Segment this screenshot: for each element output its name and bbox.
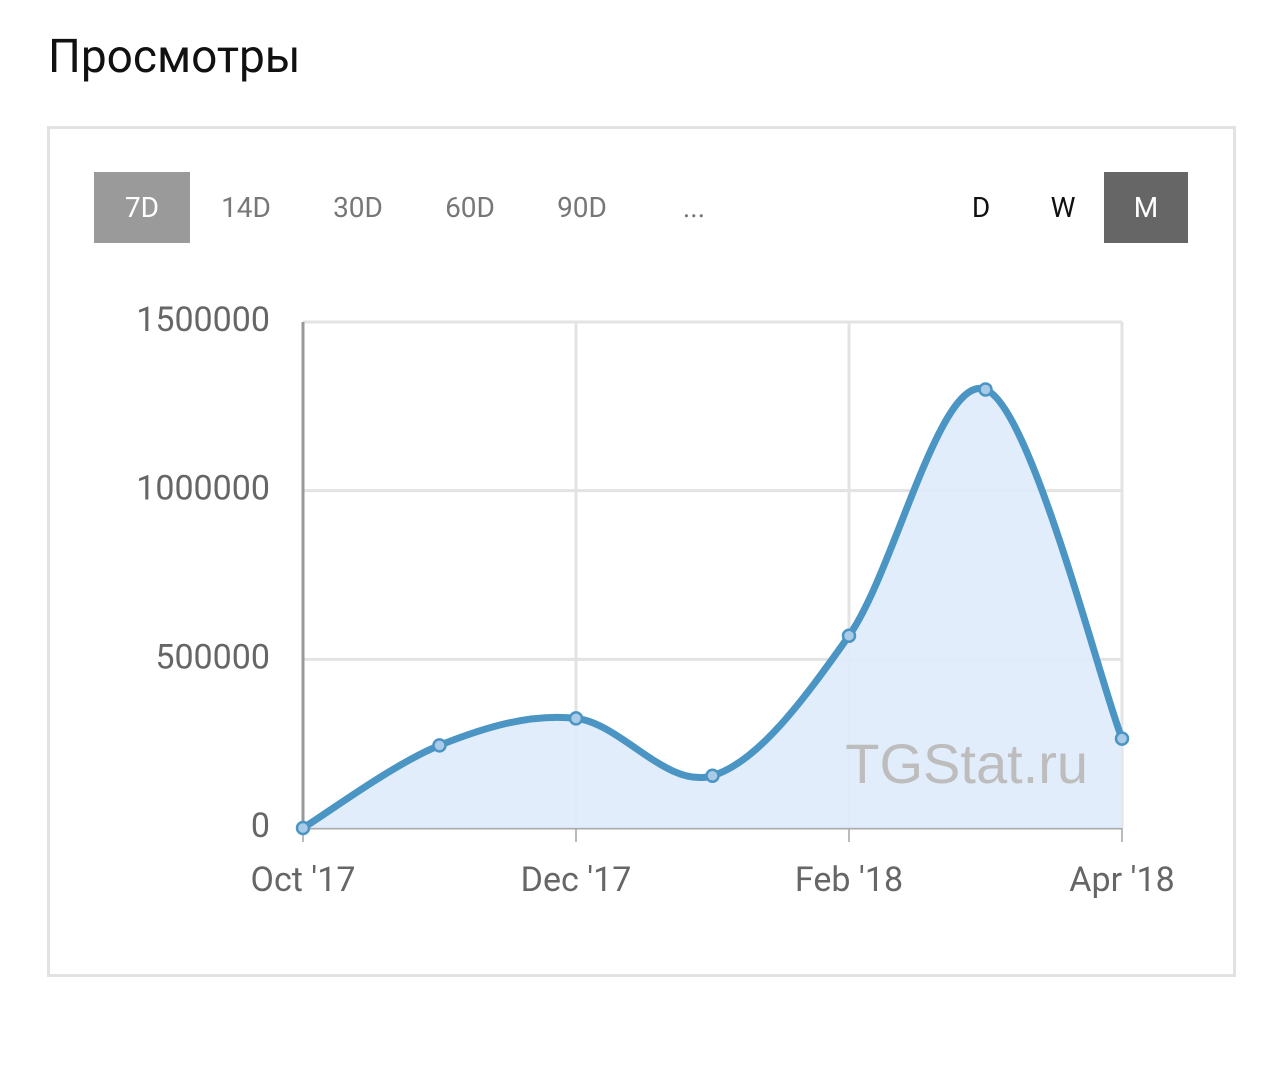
point: [978, 382, 993, 397]
point: [705, 768, 720, 783]
toggle-button[interactable]: 30D: [333, 191, 383, 224]
chart-panel: [47, 126, 1236, 977]
toggle-button[interactable]: W: [1050, 191, 1076, 224]
point: [841, 628, 857, 643]
y-tick-label: 1500000: [136, 300, 270, 340]
range-buttons: 7D 14D 30D 60D 90D...: [94, 172, 750, 243]
x-tick-label: Oct '17: [251, 860, 356, 900]
toggle-button[interactable]: D: [971, 191, 991, 224]
x-tick-label: Feb '18: [795, 860, 903, 900]
point: [432, 738, 447, 753]
toggle-button[interactable]: 60D: [445, 191, 495, 224]
point: [295, 820, 311, 836]
point: [568, 711, 584, 726]
y-tick-label: 0: [251, 806, 270, 846]
y-tick-label: 500000: [155, 637, 270, 677]
area-fill: [303, 388, 1122, 828]
toggle-button[interactable]: 90D: [557, 191, 607, 224]
watermark: TGStat.ru: [845, 732, 1088, 795]
toggle-button[interactable]: M: [1104, 172, 1188, 243]
x-tick-label: Apr '18: [1069, 860, 1174, 900]
toggle-button[interactable]: 7D: [94, 172, 190, 243]
y-tick-label: 1000000: [136, 469, 270, 509]
section-title: Просмотры: [48, 30, 301, 84]
toggle-button[interactable]: 14D: [221, 191, 271, 224]
x-tick-label: Dec '17: [521, 860, 632, 900]
point: [1114, 731, 1130, 746]
line: [301, 385, 1126, 831]
toggle-button[interactable]: ...: [682, 191, 706, 224]
